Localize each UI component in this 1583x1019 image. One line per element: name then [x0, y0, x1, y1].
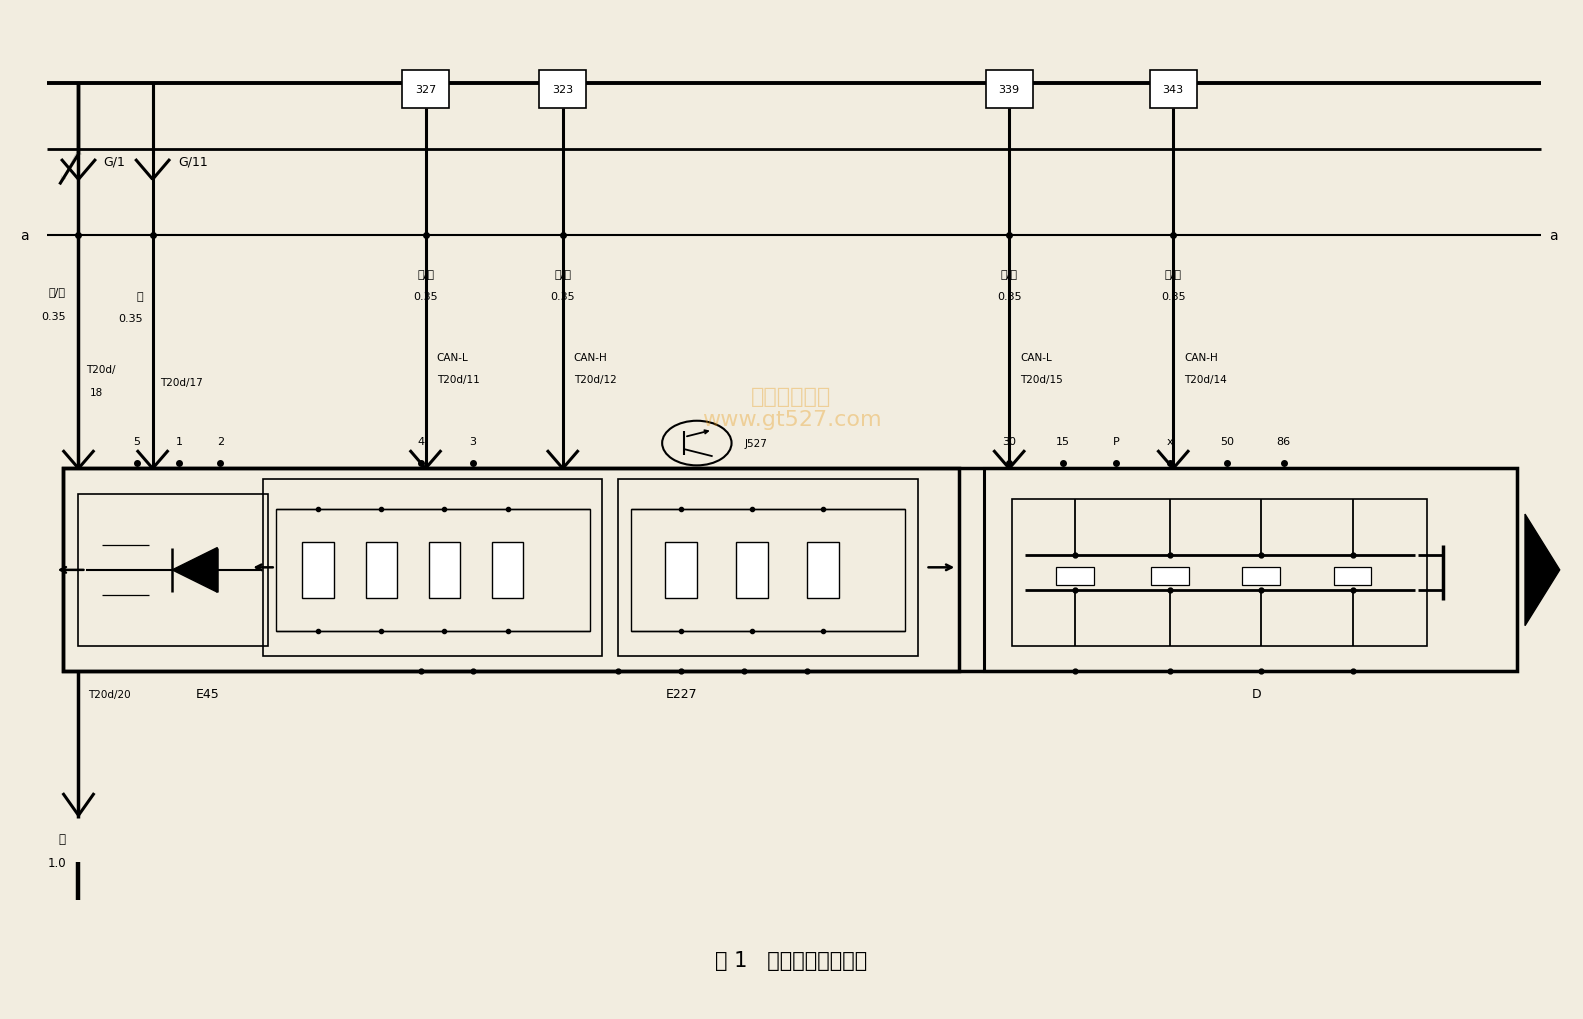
Text: a: a — [1550, 229, 1558, 243]
Bar — [492, 542, 524, 598]
Text: 50: 50 — [1220, 436, 1233, 446]
Bar — [402, 70, 450, 109]
Text: 30: 30 — [1002, 436, 1016, 446]
Text: D: D — [1252, 688, 1262, 700]
Bar — [1151, 568, 1189, 585]
Text: 畅通维修下载
www.gt527.com: 畅通维修下载 www.gt527.com — [701, 386, 882, 430]
Text: 4: 4 — [418, 436, 424, 446]
Text: 橙/绿: 橙/绿 — [1165, 268, 1183, 278]
Text: T20d/12: T20d/12 — [573, 375, 616, 385]
Bar — [986, 70, 1032, 109]
Bar — [985, 469, 1517, 672]
Bar — [736, 542, 768, 598]
Text: a: a — [21, 229, 28, 243]
Bar — [275, 510, 589, 631]
Text: 339: 339 — [999, 85, 1019, 95]
Bar — [1333, 568, 1371, 585]
Text: 5: 5 — [133, 436, 141, 446]
Text: P: P — [1113, 436, 1119, 446]
Text: T20d/14: T20d/14 — [1184, 375, 1227, 385]
Text: 0.35: 0.35 — [413, 291, 438, 302]
Text: 0.35: 0.35 — [41, 312, 66, 322]
Bar — [263, 479, 602, 656]
Bar — [1243, 568, 1281, 585]
Text: G/1: G/1 — [104, 155, 125, 168]
Text: T20d/20: T20d/20 — [89, 689, 130, 699]
Bar — [1013, 499, 1428, 646]
Text: 橙/黑: 橙/黑 — [554, 268, 571, 278]
Text: 0.35: 0.35 — [119, 314, 142, 324]
Text: CAN-H: CAN-H — [1184, 353, 1217, 363]
Bar — [302, 542, 334, 598]
Bar — [665, 542, 697, 598]
Text: 棕: 棕 — [59, 833, 66, 846]
Text: J527: J527 — [744, 438, 768, 448]
Text: 0.35: 0.35 — [551, 291, 575, 302]
Polygon shape — [1524, 515, 1559, 626]
Bar — [1149, 70, 1197, 109]
Bar — [807, 542, 839, 598]
Bar — [617, 479, 918, 656]
Text: 2: 2 — [217, 436, 225, 446]
Bar — [1056, 568, 1094, 585]
Text: 327: 327 — [415, 85, 437, 95]
Text: T20d/11: T20d/11 — [437, 375, 480, 385]
Polygon shape — [173, 548, 217, 593]
Text: T20d/: T20d/ — [87, 365, 116, 375]
Text: 18: 18 — [90, 388, 103, 398]
Bar — [630, 510, 905, 631]
Text: x: x — [1167, 436, 1173, 446]
Bar — [540, 70, 586, 109]
Text: 15: 15 — [1056, 436, 1070, 446]
Text: CAN-H: CAN-H — [573, 353, 608, 363]
Bar — [63, 469, 1517, 672]
Text: 0.35: 0.35 — [997, 291, 1021, 302]
Text: 343: 343 — [1162, 85, 1184, 95]
Text: 86: 86 — [1276, 436, 1290, 446]
Text: E227: E227 — [665, 688, 697, 700]
Text: 橙/棕: 橙/棕 — [1000, 268, 1018, 278]
Text: 1.0: 1.0 — [47, 856, 66, 868]
Text: 3: 3 — [469, 436, 476, 446]
Text: 黑: 黑 — [136, 291, 142, 302]
Text: CAN-L: CAN-L — [437, 353, 469, 363]
Text: 橙/棕: 橙/棕 — [416, 268, 434, 278]
Bar — [429, 542, 461, 598]
Text: E45: E45 — [196, 688, 220, 700]
Text: G/11: G/11 — [177, 155, 207, 168]
Text: 图 1   巡航控制系统电路: 图 1 巡航控制系统电路 — [716, 951, 867, 970]
Text: CAN-L: CAN-L — [1019, 353, 1053, 363]
Text: T20d/15: T20d/15 — [1019, 375, 1062, 385]
Bar — [79, 494, 268, 646]
Text: 1: 1 — [176, 436, 184, 446]
Text: 红/黑: 红/黑 — [49, 286, 66, 297]
Text: T20d/17: T20d/17 — [160, 378, 203, 388]
Bar — [366, 542, 397, 598]
Bar — [63, 469, 959, 672]
Text: 323: 323 — [552, 85, 573, 95]
Text: 0.35: 0.35 — [1160, 291, 1186, 302]
